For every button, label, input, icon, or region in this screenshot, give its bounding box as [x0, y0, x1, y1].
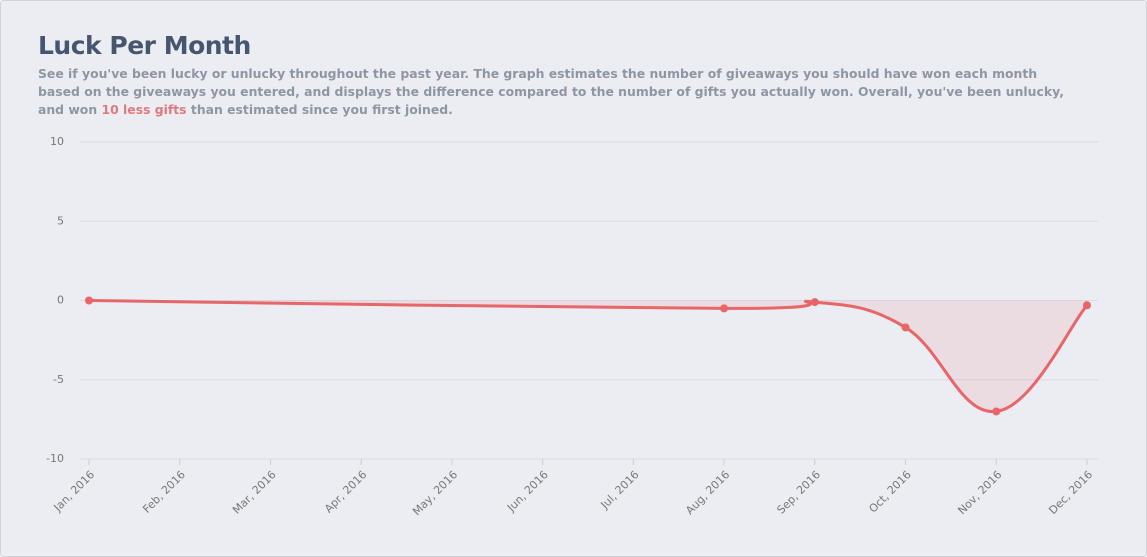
x-tick-label: Feb, 2016: [140, 468, 188, 516]
x-tick-label: Jul, 2016: [598, 468, 642, 512]
x-tick-label: Jun, 2016: [504, 468, 551, 515]
y-tick-label: 5: [57, 214, 64, 227]
x-tick-label: Nov, 2016: [955, 468, 1004, 517]
x-tick-label: Oct, 2016: [866, 468, 913, 515]
x-tick-label: Dec, 2016: [1046, 468, 1095, 517]
x-tick-label: Apr, 2016: [322, 468, 369, 515]
description-text: than estimated since you first joined.: [190, 102, 453, 117]
x-tick-label: Jan, 2016: [51, 468, 98, 515]
y-tick-label: 10: [50, 135, 64, 148]
description-text: See if you've been lucky or unlucky thro…: [38, 66, 1064, 117]
point: [992, 407, 1001, 416]
point: [720, 304, 729, 313]
description: See if you've been lucky or unlucky thro…: [38, 65, 1078, 119]
y-tick-label: 0: [57, 294, 64, 307]
x-tick-label: May, 2016: [410, 468, 460, 518]
title: Luck Per Month: [38, 31, 251, 60]
area: [89, 300, 1087, 412]
y-tick-label: -10: [46, 452, 64, 465]
x-tick-label: Aug, 2016: [683, 468, 732, 517]
point: [901, 323, 910, 332]
y-tick-label: -5: [53, 373, 64, 386]
x-tick-label: Mar, 2016: [230, 468, 279, 517]
point: [810, 298, 819, 307]
point: [85, 296, 93, 305]
point: [1083, 301, 1091, 310]
x-tick-label: Sep, 2016: [774, 468, 823, 517]
highlight: 10 less gifts: [101, 102, 187, 117]
